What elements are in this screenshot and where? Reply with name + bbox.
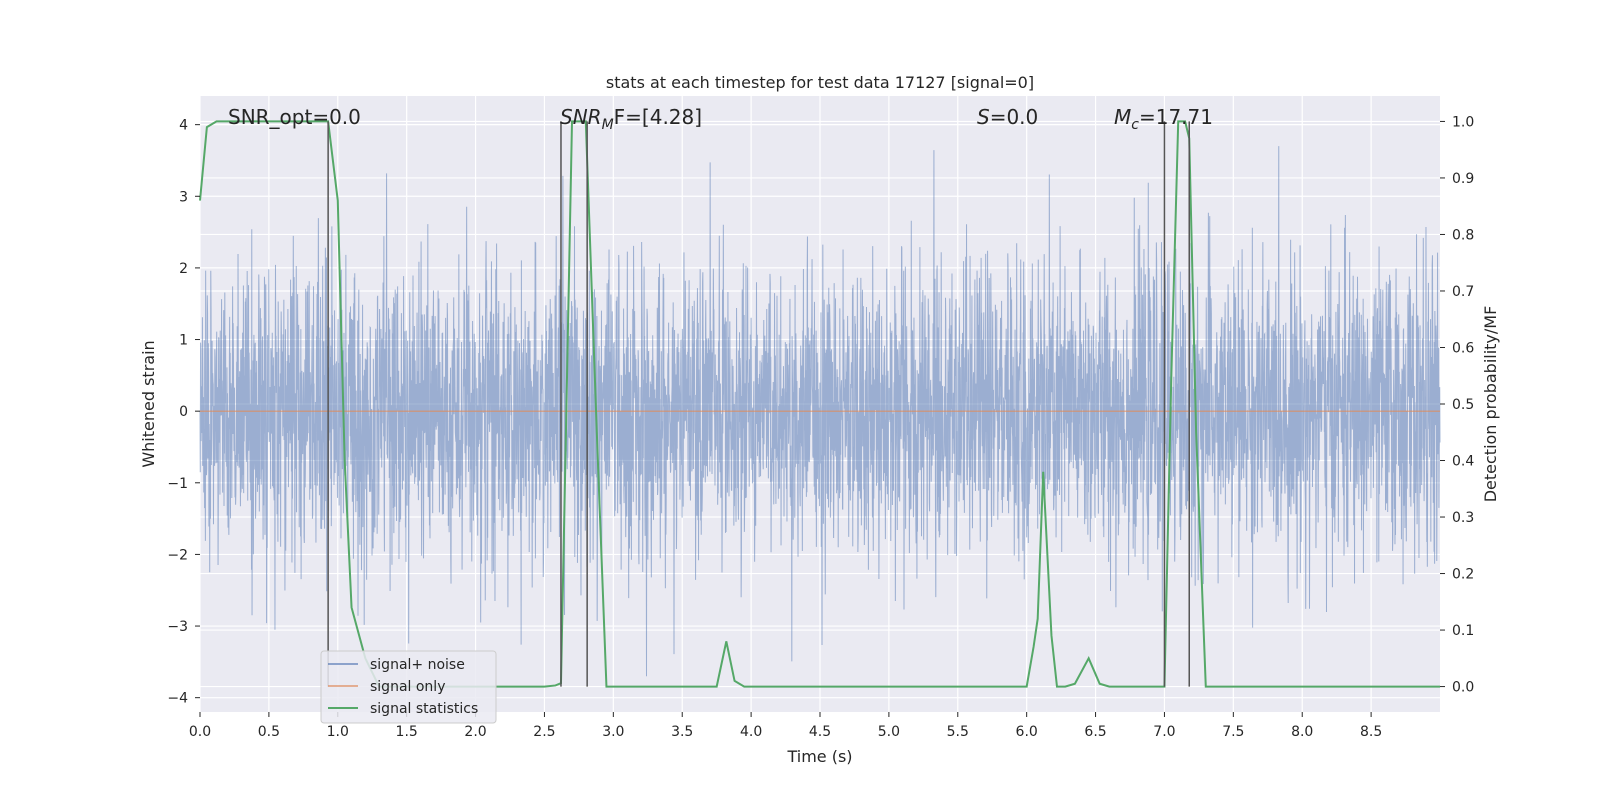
- y-axis-left: 4 3 2 1 0 −1 −2 −3 −4: [167, 118, 200, 707]
- chart-title: stats at each timestep for test data 171…: [606, 73, 1034, 92]
- annotation-mc-main: M: [1114, 105, 1131, 129]
- signal-statistics-line: [199, 120, 1440, 688]
- annotation-mc-sub: c: [1131, 117, 1139, 133]
- legend: signal+ noise signal only signal statist…: [320, 650, 497, 724]
- x-tick-label: 6.0: [1016, 724, 1038, 740]
- x-tick-label: 0.5: [258, 724, 280, 740]
- legend-label-signal-noise: signal+ noise: [370, 657, 465, 673]
- series-signal-noise: [199, 146, 1441, 677]
- x-tick-label: 7.0: [1153, 724, 1175, 740]
- y-left-tick-label: 0: [179, 404, 188, 420]
- y-axis-right: 1.0 0.9 0.8 0.7 0.6 0.5 0.4 0.3 0.2 0.1 0.0: [1440, 114, 1474, 696]
- x-tick-label: 6.5: [1084, 724, 1106, 740]
- y-axis-left-label: Whitened strain: [139, 340, 158, 467]
- legend-label-signal-only: signal only: [370, 679, 445, 695]
- annotation-mc: Mc=17.71: [1114, 105, 1213, 133]
- x-tick-label: 8.0: [1291, 724, 1313, 740]
- annotation-snr-mf: SNRMF=[4.28]: [560, 105, 702, 133]
- series-signal-statistics: [199, 120, 1440, 688]
- x-tick-label: 8.5: [1360, 724, 1382, 740]
- y-axis-right-label: Detection probability/MF: [1481, 306, 1500, 503]
- y-left-tick-label: −2: [167, 547, 188, 563]
- y-right-tick-label: 0.2: [1452, 567, 1474, 583]
- x-tick-label: 7.5: [1222, 724, 1244, 740]
- x-tick-label: 4.0: [740, 724, 762, 740]
- x-tick-label: 2.5: [533, 724, 555, 740]
- x-tick-label: 0.0: [189, 724, 211, 740]
- signal-noise-line: [199, 146, 1441, 677]
- y-left-tick-label: −4: [167, 691, 188, 707]
- y-right-tick-label: 0.0: [1452, 680, 1474, 696]
- y-right-tick-label: 0.6: [1452, 340, 1474, 356]
- y-right-tick-label: 0.1: [1452, 623, 1474, 639]
- y-right-tick-label: 0.7: [1452, 284, 1474, 300]
- y-right-tick-label: 0.9: [1452, 171, 1474, 187]
- legend-label-signal-statistics: signal statistics: [370, 701, 478, 717]
- x-tick-label: 3.5: [671, 724, 693, 740]
- y-left-tick-label: −1: [167, 476, 188, 492]
- annotation-snr-mf-rest: F=[4.28]: [614, 105, 702, 129]
- y-left-tick-label: −3: [167, 619, 188, 635]
- annotation-s: S=0.0: [977, 105, 1038, 129]
- annotation-snr-mf-sub: M: [602, 117, 614, 133]
- x-tick-label: 1.0: [327, 724, 349, 740]
- x-tick-label: 2.0: [464, 724, 486, 740]
- y-left-tick-label: 2: [179, 261, 188, 277]
- y-right-tick-label: 0.3: [1452, 510, 1474, 526]
- y-left-tick-label: 3: [179, 189, 188, 205]
- x-axis: 0.0 0.5 1.0 1.5 2.0 2.5 3.0 3.5 4.0 4.5 5.0 5.5 6.0 6…: [189, 712, 1382, 740]
- annotation-s-rest: =0.0: [990, 105, 1039, 129]
- x-tick-label: 5.5: [947, 724, 969, 740]
- y-left-tick-label: 4: [179, 118, 188, 134]
- x-tick-label: 4.5: [809, 724, 831, 740]
- annotation-mc-rest: =17.71: [1139, 105, 1213, 129]
- x-axis-label: Time (s): [786, 747, 852, 766]
- y-right-tick-label: 1.0: [1452, 114, 1474, 130]
- y-right-tick-label: 0.4: [1452, 454, 1474, 470]
- annotation-snr-opt: SNR_opt=0.0: [228, 105, 361, 129]
- y-left-tick-label: 1: [179, 333, 188, 349]
- y-right-tick-label: 0.5: [1452, 397, 1474, 413]
- vertical-markers: [327, 121, 1190, 687]
- x-tick-label: 3.0: [602, 724, 624, 740]
- annotation-s-italic: S: [977, 105, 990, 129]
- x-tick-label: 1.5: [396, 724, 418, 740]
- y-right-tick-label: 0.8: [1452, 227, 1474, 243]
- annotation-snr-mf-main: SNR: [560, 105, 602, 129]
- x-tick-label: 5.0: [878, 724, 900, 740]
- legend-box: [320, 650, 497, 724]
